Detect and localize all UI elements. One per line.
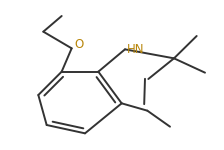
Text: HN: HN bbox=[127, 43, 145, 56]
Text: O: O bbox=[75, 38, 84, 51]
